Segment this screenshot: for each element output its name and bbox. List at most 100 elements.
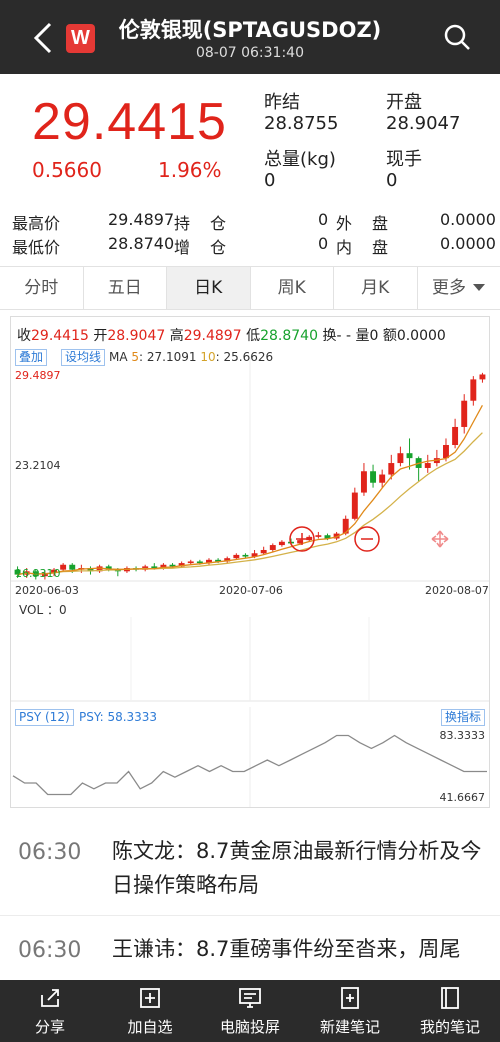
turnover-label: 换 <box>322 328 337 344</box>
new-note-button[interactable]: 新建笔记 <box>300 980 400 1042</box>
tab-intraday[interactable]: 分时 <box>0 267 84 309</box>
low-label: 最低价 <box>12 238 61 257</box>
hold-label-b: 仓 <box>210 214 227 233</box>
low-value: 28.8740 <box>108 234 175 253</box>
volume-label: 总量(kg) <box>264 149 336 170</box>
low-value: 28.8740 <box>260 328 318 344</box>
search-icon[interactable] <box>442 22 472 52</box>
low-label: 低 <box>246 328 261 344</box>
outer-value: 0.0000 <box>440 210 496 229</box>
candle-body <box>461 400 468 427</box>
news-headline: 陈文龙：8.7黄金原油最新行情分析及今日操作策略布局 <box>112 839 482 897</box>
current-hand-label: 现手 <box>386 149 422 170</box>
candle-body <box>397 453 404 464</box>
inner-label-a: 内 <box>336 238 353 257</box>
vol-value: 0 <box>369 328 379 344</box>
candle-body <box>14 569 21 575</box>
tab-more[interactable]: 更多 <box>418 267 500 309</box>
x-axis-mid-label: 2020-07-06 <box>219 584 283 597</box>
outer-label-b: 盘 <box>372 214 389 233</box>
new-note-icon <box>341 987 359 1009</box>
switch-indicator-button[interactable]: 换指标 <box>440 709 485 726</box>
amount-label: 额 <box>382 328 397 344</box>
candle-body <box>452 426 459 446</box>
candle-body <box>360 471 367 493</box>
volume-value: 0 <box>264 170 276 191</box>
candle-body <box>206 559 212 564</box>
share-icon <box>41 989 59 1007</box>
tab-monthly-k[interactable]: 月K <box>334 267 418 309</box>
news-item[interactable]: 06:30 陈文龙：8.7黄金原油最新行情分析及今日操作策略布局 <box>0 812 500 916</box>
my-notes-button[interactable]: 我的笔记 <box>400 980 500 1042</box>
ma10-label: 10 <box>200 350 216 364</box>
high-label: 高 <box>169 328 184 344</box>
set-ma-button[interactable]: 设均线 <box>61 349 106 366</box>
turnover-value: - - <box>336 328 351 344</box>
period-tabs: 分时 五日 日K 周K 月K 更多 <box>0 266 500 310</box>
candle-body <box>406 453 413 459</box>
last-price: 29.4415 <box>32 93 227 151</box>
open-value: 28.9047 <box>386 113 461 134</box>
tab-weekly-k[interactable]: 周K <box>251 267 334 309</box>
candle-body <box>260 549 267 554</box>
news-item[interactable]: 06:30 王谦讳：8.7重磅事件纷至沓来，周尾 <box>0 916 500 986</box>
psy-bottom-label: 41.6667 <box>439 791 486 804</box>
ma5-label: 5 <box>131 350 140 364</box>
top-bar: W 伦敦银现(SPTAGUSDOZ) 08-07 06:31:40 <box>0 0 500 74</box>
add-value: 0 <box>318 234 329 253</box>
candle-body <box>370 471 377 483</box>
open-value: 28.9047 <box>107 328 166 344</box>
ma5-value: 27.1091 <box>146 350 197 364</box>
candle-body <box>87 568 94 572</box>
candle-body <box>424 463 431 468</box>
screen-cast-button[interactable]: 电脑投屏 <box>200 980 300 1042</box>
prev-close-label: 昨结 <box>264 92 300 113</box>
candle-body <box>388 463 395 475</box>
candle-body <box>443 445 449 459</box>
ma-label: MA <box>109 350 128 364</box>
ma-legend: MA 5: 27.1091 10: 25.6626 <box>109 350 274 364</box>
prev-close-value: 28.8755 <box>264 113 339 134</box>
candle-body <box>224 558 231 562</box>
psy-line <box>12 734 487 796</box>
candle-body <box>169 564 176 567</box>
add-watchlist-button[interactable]: 加自选 <box>100 980 200 1042</box>
ohlc-legend: 收29.4415 开28.9047 高29.4897 低28.8740 换- -… <box>17 325 446 345</box>
psy-top-label: 83.3333 <box>439 729 486 742</box>
kline-chart-panel[interactable]: 收29.4415 开28.9047 高29.4897 低28.8740 换- -… <box>10 316 490 808</box>
y-axis-bottom-label: 16.9310 <box>15 567 61 580</box>
tab-daily-k[interactable]: 日K <box>167 267 251 309</box>
overlay-button[interactable]: 叠加 <box>15 349 48 366</box>
zoom-in-icon <box>289 526 315 552</box>
x-axis-end-label: 2020-08-07 <box>425 584 489 597</box>
candle-body <box>160 564 167 569</box>
y-axis-mid-label: 23.2104 <box>15 459 61 472</box>
candle-body <box>215 559 222 562</box>
candlestick-chart[interactable] <box>11 317 489 807</box>
candle-body <box>41 572 48 577</box>
share-button[interactable]: 分享 <box>0 980 100 1042</box>
psy-value: PSY: 58.3333 <box>79 710 158 724</box>
new-note-label: 新建笔记 <box>319 1018 380 1036</box>
back-arrow-icon[interactable] <box>30 18 58 58</box>
high-value: 29.4897 <box>108 210 175 229</box>
screen-cast-label: 电脑投屏 <box>219 1018 280 1036</box>
tab-five-day[interactable]: 五日 <box>84 267 167 309</box>
candle-body <box>324 535 331 539</box>
hold-value: 0 <box>318 210 329 229</box>
quote-panel: 29.4415 0.5660 1.96% 昨结 28.8755 开盘 28.90… <box>0 74 500 206</box>
high-value: 29.4897 <box>183 328 242 344</box>
add-label-a: 增 <box>174 238 191 257</box>
close-label: 收 <box>17 328 31 344</box>
psy-indicator-tag[interactable]: PSY (12) <box>15 709 74 726</box>
x-axis-start-label: 2020-06-03 <box>15 584 79 597</box>
candle-body <box>315 535 322 537</box>
add-watchlist-label: 加自选 <box>127 1018 173 1036</box>
stats-panel: 最高价 29.4897 持 仓 0 外 盘 0.0000 最低价 28.8740… <box>0 206 500 262</box>
price-change: 0.5660 <box>32 158 102 182</box>
candle-body <box>351 492 358 519</box>
ma10-line <box>17 432 483 576</box>
screen-cast-icon <box>239 988 261 1008</box>
inner-value: 0.0000 <box>440 234 496 253</box>
add-watchlist-icon <box>140 988 160 1008</box>
